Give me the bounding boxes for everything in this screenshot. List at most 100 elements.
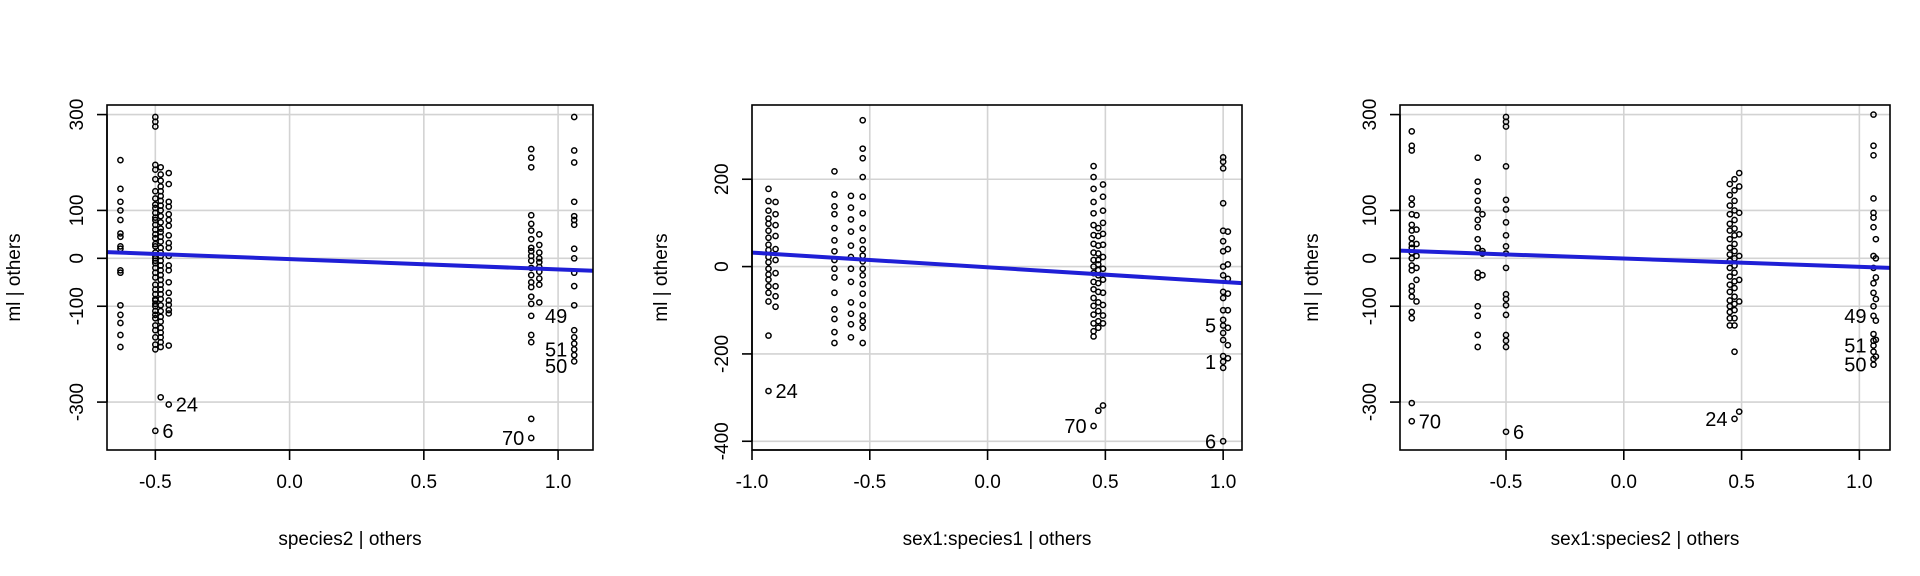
- y-tick-label: -100: [1360, 287, 1381, 325]
- data-point: [527, 235, 535, 243]
- data-point: [1870, 330, 1877, 338]
- data-point: [772, 256, 779, 264]
- data-point: [527, 331, 535, 339]
- data-point: [847, 333, 855, 341]
- data-point: [527, 163, 535, 171]
- data-point: [1502, 219, 1510, 226]
- data-point: [765, 271, 772, 278]
- point-label: 70: [502, 428, 524, 450]
- data-point: [1726, 220, 1734, 228]
- data-point: [1094, 324, 1102, 332]
- data-point: [859, 301, 867, 309]
- y-tick-label: 300: [67, 99, 88, 131]
- data-point: [1413, 252, 1420, 260]
- data-point: [859, 265, 867, 273]
- data-point: [1870, 214, 1877, 221]
- data-point: [1479, 210, 1486, 218]
- data-point: [165, 342, 173, 349]
- data-point: [772, 269, 779, 277]
- data-point: [570, 245, 578, 253]
- data-point: [570, 198, 578, 206]
- data-point: [1099, 312, 1107, 319]
- data-point: [1099, 193, 1107, 201]
- data-point: [859, 324, 867, 332]
- data-point: [157, 393, 165, 401]
- data-point: [1474, 154, 1482, 162]
- data-point: [1872, 274, 1880, 281]
- data-point: [1726, 235, 1734, 243]
- data-point: [165, 169, 173, 177]
- data-point: [165, 401, 173, 408]
- data-point: [165, 222, 173, 230]
- data-point: [165, 210, 173, 218]
- data-point: [117, 207, 124, 214]
- data-point: [831, 328, 838, 336]
- point-label: 6: [1513, 422, 1524, 444]
- data-point: [1094, 224, 1102, 232]
- data-point: [1735, 231, 1743, 238]
- data-point: [117, 269, 124, 277]
- data-point: [1726, 180, 1734, 188]
- x-axis-title: species2 | others: [278, 529, 421, 550]
- data-point: [859, 116, 867, 124]
- x-axis-title: sex1:species2 | others: [1551, 529, 1740, 550]
- data-point: [1731, 216, 1738, 224]
- data-point: [772, 232, 779, 240]
- point-label: 24: [176, 394, 198, 416]
- data-point: [1870, 111, 1877, 118]
- data-point: [1099, 320, 1107, 327]
- data-point: [831, 306, 838, 313]
- data-point: [527, 271, 535, 279]
- data-point: [117, 301, 124, 309]
- y-axis-title: ml | others: [1302, 233, 1323, 321]
- data-point: [1870, 223, 1877, 231]
- data-point: [117, 233, 124, 241]
- data-point: [859, 317, 867, 325]
- data-point: [1474, 331, 1482, 339]
- data-point: [1731, 175, 1738, 183]
- data-point: [157, 295, 165, 303]
- data-point: [1479, 271, 1486, 279]
- x-tick-label: 0.5: [411, 472, 437, 493]
- data-point: [765, 197, 772, 205]
- data-point: [157, 225, 165, 232]
- data-point: [772, 303, 779, 311]
- data-point: [570, 334, 578, 341]
- x-tick-label: -0.5: [853, 472, 886, 493]
- data-point: [765, 215, 772, 222]
- y-tick-label: -100: [67, 287, 88, 325]
- data-point: [847, 320, 855, 328]
- point-label: 70: [1064, 416, 1086, 438]
- data-point: [165, 203, 173, 210]
- data-point: [859, 154, 867, 162]
- panel-2: 24 5 1 70 6 -1.0 -0.5 0.0 0.5 1.0 -400 -200 0 200 sex1…: [651, 104, 1243, 550]
- data-point: [1219, 158, 1227, 166]
- data-point: [772, 292, 779, 300]
- x-tick-label: 0.5: [1728, 472, 1754, 493]
- x-tick-label: 0.0: [974, 472, 1000, 493]
- data-point: [157, 163, 165, 171]
- data-point: [1094, 407, 1102, 415]
- data-point: [1094, 256, 1102, 264]
- data-point: [831, 274, 838, 281]
- data-point: [765, 298, 772, 305]
- data-point: [1099, 402, 1107, 409]
- data-point: [570, 212, 578, 220]
- data-point: [1731, 197, 1738, 205]
- data-point: [1731, 269, 1738, 277]
- x-tick-label: -1.0: [736, 472, 769, 493]
- data-point: [527, 220, 535, 228]
- data-point: [1474, 197, 1482, 205]
- data-point: [1094, 250, 1102, 257]
- fit-line: [1399, 248, 1891, 270]
- point-label: 24: [775, 381, 797, 403]
- data-point: [535, 281, 543, 289]
- data-point: [165, 216, 173, 224]
- data-point: [1408, 399, 1416, 407]
- data-point: [1090, 294, 1097, 302]
- data-point: [1735, 169, 1743, 177]
- data-point: [151, 274, 159, 281]
- data-point: [859, 290, 867, 298]
- data-point: [1735, 298, 1743, 305]
